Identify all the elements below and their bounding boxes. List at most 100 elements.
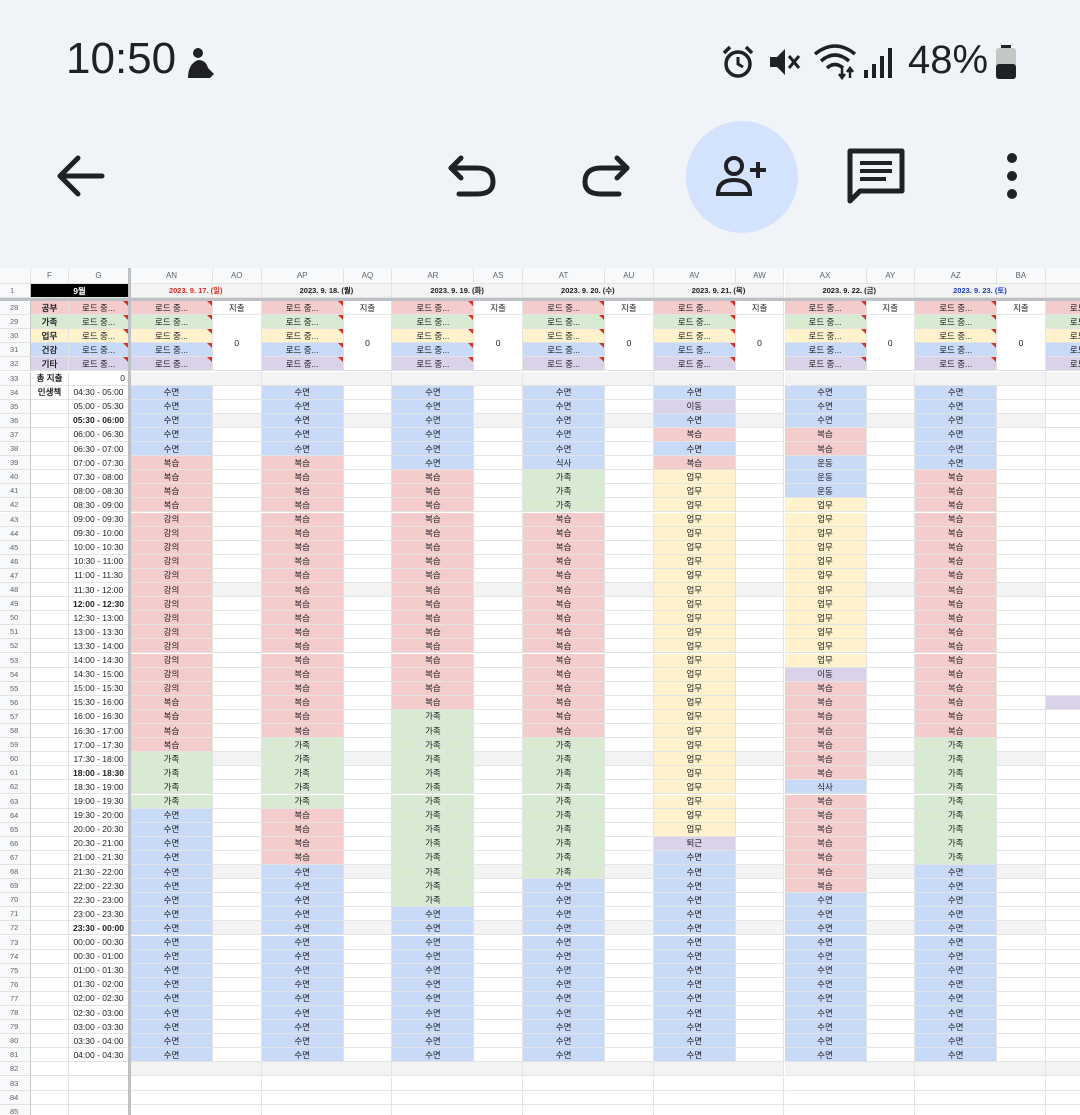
activity-cell[interactable]: 수면 xyxy=(523,385,606,400)
activity-cell[interactable]: 수면 xyxy=(915,949,998,964)
activity-cell[interactable]: 가족 xyxy=(915,822,998,837)
activity-cell[interactable]: 수면 xyxy=(392,1048,475,1063)
spend-cell[interactable] xyxy=(343,399,393,414)
spend-cell[interactable] xyxy=(213,822,262,837)
activity-cell[interactable]: 업무 xyxy=(653,738,736,753)
spend-cell[interactable] xyxy=(474,1006,523,1021)
spend-cell[interactable] xyxy=(866,597,915,612)
grid-cell[interactable] xyxy=(784,1090,915,1105)
life-cell[interactable] xyxy=(31,639,69,654)
time-slot[interactable]: 00:00 - 00:30 xyxy=(69,935,129,950)
life-cell[interactable] xyxy=(31,484,69,499)
spend-cell[interactable] xyxy=(866,752,915,767)
spend-cell[interactable] xyxy=(866,991,915,1006)
column-header[interactable]: AZ xyxy=(915,268,998,284)
time-slot[interactable]: 21:30 - 22:00 xyxy=(69,865,129,880)
spend-cell[interactable] xyxy=(605,879,654,894)
activity-cell[interactable]: 수 xyxy=(1045,921,1080,936)
activity-cell[interactable]: 수면 xyxy=(915,456,998,471)
row-header[interactable]: 41 xyxy=(0,484,31,499)
spend-cell[interactable] xyxy=(474,653,523,668)
activity-cell[interactable]: 복습 xyxy=(392,526,475,541)
grid-cell[interactable] xyxy=(523,1062,654,1077)
activity-cell[interactable]: 수면 xyxy=(915,977,998,992)
category-loading-cell[interactable]: 로드 중... xyxy=(131,329,213,344)
activity-cell[interactable]: 수면 xyxy=(784,949,867,964)
date-header[interactable]: 2023. 9. 18. (월) xyxy=(261,284,393,298)
time-slot[interactable]: 03:00 - 03:30 xyxy=(69,1020,129,1035)
activity-cell[interactable]: 업무 xyxy=(653,780,736,795)
spend-cell[interactable] xyxy=(343,991,393,1006)
time-slot[interactable]: 18:00 - 18:30 xyxy=(69,766,129,781)
category-loading-cell[interactable]: 로드 중... xyxy=(915,343,998,358)
activity-cell[interactable]: 수면 xyxy=(915,865,998,880)
spend-cell[interactable] xyxy=(997,526,1046,541)
activity-cell[interactable]: 복습 xyxy=(392,681,475,696)
activity-cell[interactable]: 수 xyxy=(1045,949,1080,964)
spend-value[interactable]: 0 xyxy=(474,315,523,372)
spend-cell[interactable] xyxy=(735,1048,785,1063)
spend-cell[interactable] xyxy=(735,738,785,753)
activity-cell[interactable]: 복습 xyxy=(915,597,998,612)
grid-cell[interactable] xyxy=(392,1090,523,1105)
activity-cell[interactable]: 가족 xyxy=(392,808,475,823)
activity-cell[interactable]: 복습 xyxy=(915,512,998,527)
grid-cell[interactable] xyxy=(523,1090,654,1105)
category-loading-cell[interactable]: 로드 중... xyxy=(915,357,998,372)
activity-cell[interactable]: 수면 xyxy=(392,977,475,992)
total-label[interactable]: 총 지출 xyxy=(31,371,69,386)
activity-cell[interactable]: 복습 xyxy=(784,738,867,753)
activity-cell[interactable]: 수면 xyxy=(915,442,998,457)
life-cell[interactable] xyxy=(31,597,69,612)
spend-cell[interactable] xyxy=(343,865,393,880)
spend-cell[interactable] xyxy=(474,836,523,851)
spend-cell[interactable] xyxy=(474,935,523,950)
spend-cell[interactable] xyxy=(474,879,523,894)
activity-cell[interactable]: 강의 xyxy=(131,653,213,668)
spend-cell[interactable] xyxy=(474,470,523,485)
activity-cell[interactable]: 가족 xyxy=(261,766,344,781)
spend-cell[interactable] xyxy=(735,850,785,865)
spend-cell[interactable] xyxy=(343,963,393,978)
activity-cell[interactable]: 수면 xyxy=(131,399,213,414)
spend-cell[interactable] xyxy=(866,568,915,583)
column-header[interactable]: B xyxy=(1045,268,1080,284)
spend-cell[interactable] xyxy=(343,385,393,400)
spend-cell[interactable] xyxy=(343,583,393,598)
category-loading-cell[interactable]: 로드 중... xyxy=(261,357,344,372)
activity-cell[interactable]: 강 xyxy=(1045,554,1080,569)
grid-cell[interactable] xyxy=(653,1090,785,1105)
spend-cell[interactable] xyxy=(735,681,785,696)
row-header[interactable]: 66 xyxy=(0,836,31,851)
activity-cell[interactable]: 업무 xyxy=(653,639,736,654)
grid-cell[interactable] xyxy=(1045,1062,1080,1077)
time-slot[interactable]: 07:00 - 07:30 xyxy=(69,456,129,471)
spend-cell[interactable] xyxy=(474,442,523,457)
activity-cell[interactable]: 수면 xyxy=(523,907,606,922)
activity-cell[interactable]: 복습 xyxy=(523,597,606,612)
spend-cell[interactable] xyxy=(866,977,915,992)
spend-cell[interactable] xyxy=(213,709,262,724)
activity-cell[interactable]: 수면 xyxy=(131,991,213,1006)
spend-cell[interactable] xyxy=(213,808,262,823)
spend-cell[interactable] xyxy=(997,681,1046,696)
activity-cell[interactable]: 가족 xyxy=(392,836,475,851)
spend-cell[interactable] xyxy=(866,921,915,936)
spend-cell[interactable] xyxy=(735,808,785,823)
activity-cell[interactable]: 강 xyxy=(1045,625,1080,640)
spend-cell[interactable] xyxy=(866,427,915,442)
row-header[interactable]: 71 xyxy=(0,907,31,922)
grid-cell[interactable] xyxy=(131,1104,262,1115)
grid-cell[interactable] xyxy=(654,1104,785,1115)
spend-cell[interactable] xyxy=(735,977,785,992)
spend-cell[interactable] xyxy=(474,977,523,992)
activity-cell[interactable]: 업무 xyxy=(784,512,867,527)
category-loading-cell[interactable]: 로드 중... xyxy=(392,343,475,358)
spend-cell[interactable] xyxy=(997,780,1046,795)
life-cell[interactable] xyxy=(31,935,69,950)
activity-cell[interactable]: 복습 xyxy=(261,850,344,865)
life-cell[interactable] xyxy=(31,879,69,894)
spend-cell[interactable] xyxy=(474,583,523,598)
activity-cell[interactable]: 수면 xyxy=(653,413,736,428)
spend-cell[interactable] xyxy=(343,456,393,471)
